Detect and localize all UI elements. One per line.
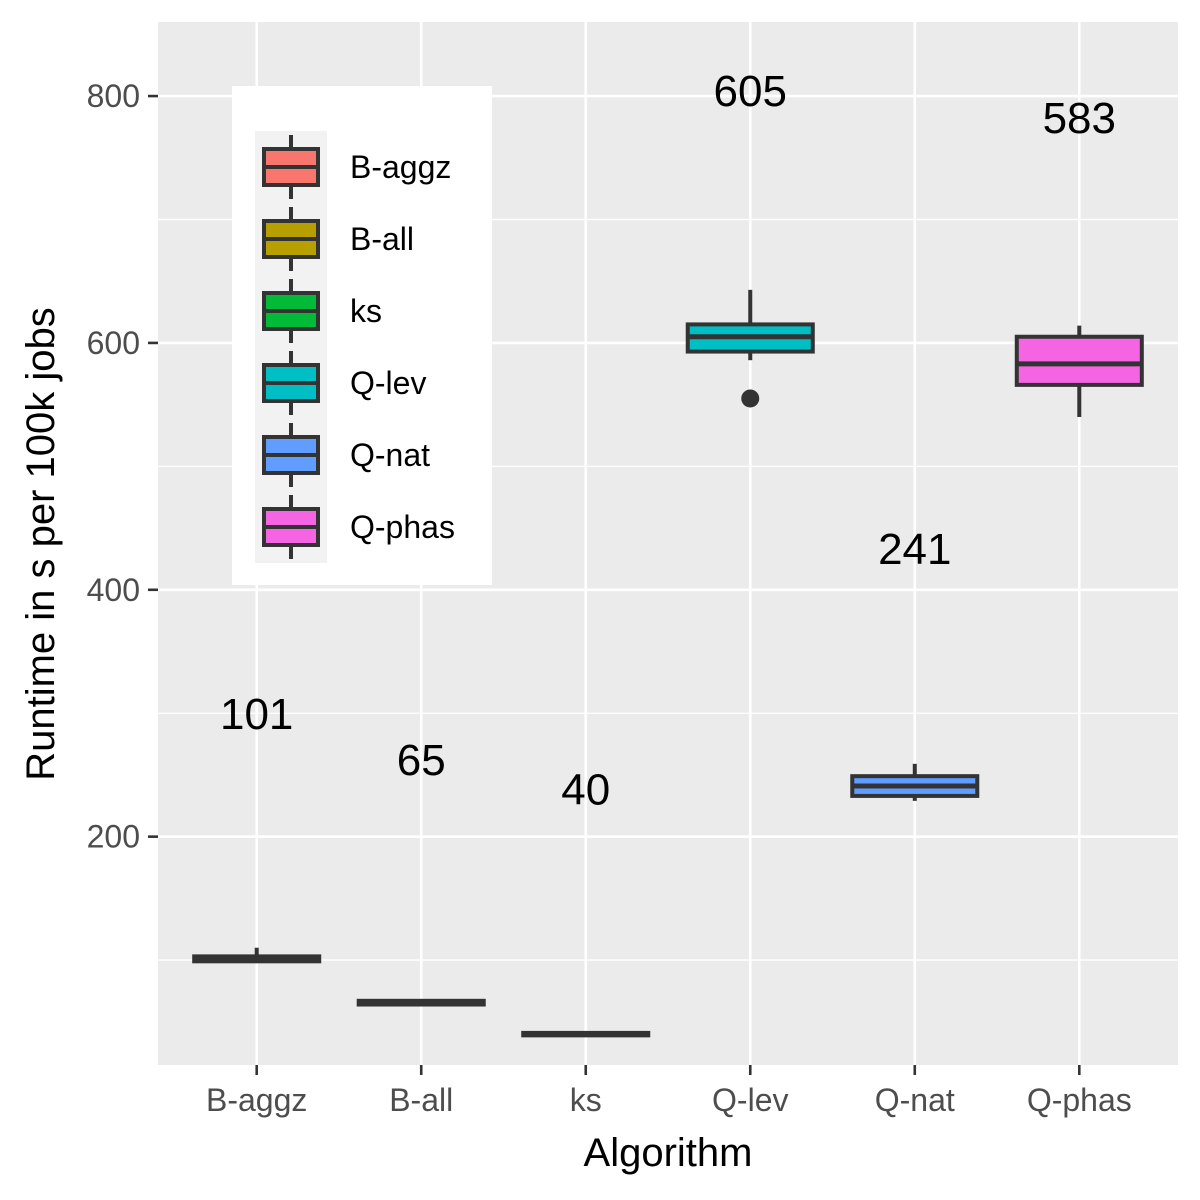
legend-label: B-all: [350, 221, 414, 257]
y-tick-label: 800: [87, 78, 140, 114]
boxes-layer: [192, 289, 1144, 1038]
legend-label: Q-nat: [350, 437, 430, 473]
x-tick-label: Q-phas: [1027, 1082, 1132, 1118]
legend-key-background: [255, 131, 327, 563]
outlier-point: [741, 389, 760, 408]
legend: B-aggz B-all ks Q-lev Q-nat Q-phas: [232, 86, 492, 585]
x-tick-label: Q-lev: [712, 1082, 788, 1118]
median-labels-layer: 101 65 40 605 241 583: [220, 67, 1116, 815]
legend-item-q-lev: Q-lev: [262, 351, 426, 415]
median-label-b-all: 65: [397, 736, 446, 785]
box-b-aggz: [192, 947, 322, 964]
legend-item-b-all: B-all: [262, 207, 414, 271]
box-b-all: [356, 998, 486, 1007]
median-label-b-aggz: 101: [220, 690, 293, 739]
median-label-ks: 40: [561, 766, 610, 815]
y-tick-label: 400: [87, 572, 140, 608]
y-axis: 200 400 600 800: [87, 78, 158, 855]
legend-item-b-aggz: B-aggz: [262, 135, 451, 199]
x-axis-title: Algorithm: [584, 1131, 753, 1175]
x-tick-label: B-all: [389, 1082, 453, 1118]
legend-label: B-aggz: [350, 149, 451, 185]
legend-label: Q-phas: [350, 509, 455, 545]
median-label-q-nat: 241: [878, 525, 951, 574]
x-tick-label: Q-nat: [875, 1082, 955, 1118]
box-ks: [521, 1030, 651, 1038]
y-axis-title: Runtime in s per 100k jobs: [19, 307, 63, 781]
x-axis: B-aggz B-all ks Q-lev Q-nat Q-phas: [206, 1065, 1132, 1118]
y-tick-label: 200: [87, 819, 140, 855]
box-body: [1014, 334, 1144, 387]
median-label-q-lev: 605: [714, 67, 787, 116]
legend-label: ks: [350, 293, 382, 329]
x-tick-label: ks: [570, 1082, 602, 1118]
legend-item-q-phas: Q-phas: [262, 495, 455, 559]
y-tick-label: 600: [87, 325, 140, 361]
legend-label: Q-lev: [350, 365, 426, 401]
median-label-q-phas: 583: [1043, 94, 1116, 143]
box-q-lev: [685, 289, 815, 408]
legend-item-ks: ks: [262, 279, 382, 343]
x-tick-label: B-aggz: [206, 1082, 307, 1118]
legend-item-q-nat: Q-nat: [262, 423, 430, 487]
box-q-nat: [850, 763, 980, 801]
box-q-phas: [1014, 325, 1144, 417]
